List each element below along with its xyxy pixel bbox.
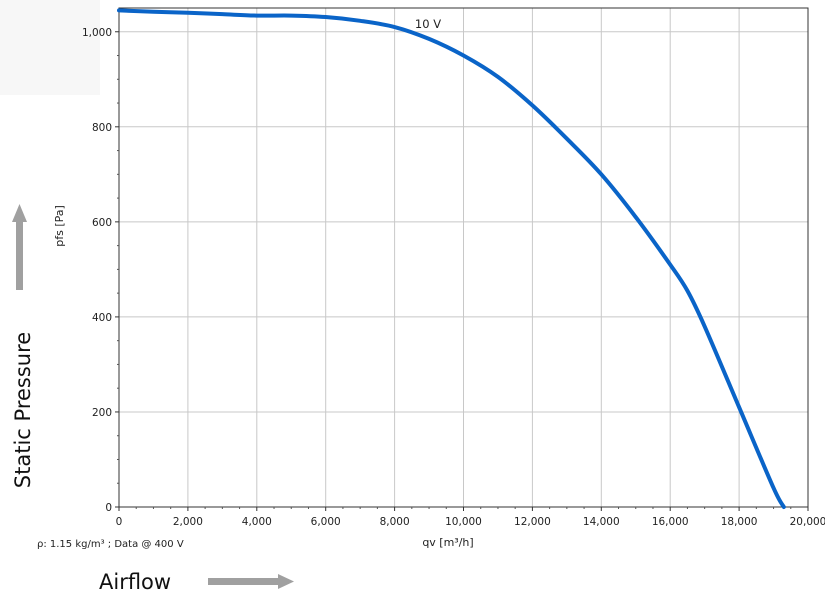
y-axis-label: pfs [Pa] (53, 205, 66, 247)
y-tick-label: 600 (92, 217, 112, 229)
y-tick-label: 800 (92, 122, 112, 134)
up-arrow-icon (12, 204, 27, 290)
footnote: ρ: 1.15 kg/m³ ; Data @ 400 V (37, 539, 184, 550)
x-tick-label: 2,000 (173, 516, 203, 528)
background-wash (0, 0, 100, 95)
x-ticks: 0 2,000 4,000 6,000 8,000 10,000 12,000 14,000 1… (116, 507, 825, 528)
x-tick-label: 0 (116, 516, 123, 528)
x-tick-label: 4,000 (242, 516, 272, 528)
x-tick-label: 8,000 (380, 516, 410, 528)
x-tick-label: 16,000 (652, 516, 689, 528)
right-arrow-icon (208, 574, 294, 589)
static-pressure-title: Static Pressure (11, 332, 35, 488)
series-line (117, 8, 786, 509)
series-layer (117, 8, 786, 509)
series-label-10v: 10 V (415, 17, 441, 31)
y-tick-label: 400 (92, 312, 112, 324)
y-tick-label: 200 (92, 407, 112, 419)
x-axis-label: qv [m³/h] (422, 536, 473, 549)
y-tick-label: 0 (105, 502, 112, 514)
airflow-title: Airflow (99, 570, 171, 594)
grid (119, 8, 808, 507)
x-tick-label: 14,000 (583, 516, 620, 528)
y-ticks: 0 200 400 600 800 1,000 (82, 27, 119, 514)
x-tick-label: 12,000 (514, 516, 551, 528)
x-tick-label: 18,000 (721, 516, 758, 528)
x-tick-label: 10,000 (445, 516, 482, 528)
x-tick-label: 20,000 (790, 516, 825, 528)
y-tick-label: 1,000 (82, 27, 112, 39)
x-tick-label: 6,000 (311, 516, 341, 528)
